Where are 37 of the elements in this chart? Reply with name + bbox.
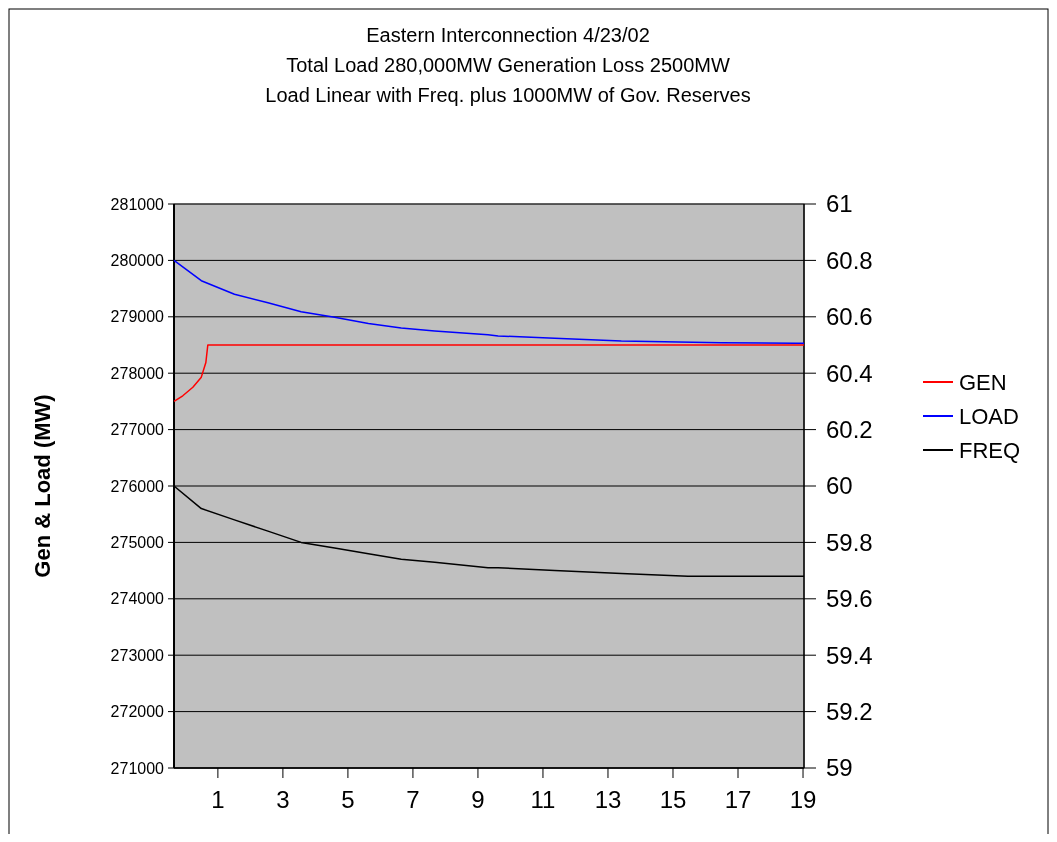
chart-title: Eastern Interconnection 4/23/02 Total Load 280,000MW Generation Loss 2500MW Load Linear with Freq. plus 1000MW of Gov. Reserves [265,24,751,106]
y-tick-label: 276000 [110,477,165,495]
y2-tick-label: 59.6 [826,585,873,613]
x-tick-label: 9 [471,786,485,813]
legend-label: LOAD [959,403,1019,429]
y-axis-title: Gen & Load (MW) [30,394,55,578]
x-tick-label: 19 [789,786,817,813]
y2-tick-label: 61 [826,190,853,218]
y-tick-label: 271000 [110,759,165,777]
y-tick-label: 279000 [110,308,165,326]
y2-tick-label: 59.2 [826,698,873,725]
y2-tick-label: 60.4 [826,359,873,387]
y-tick-label: 280000 [110,252,165,269]
x-tick-label: 11 [530,786,556,813]
x-tick-label: 1 [211,786,225,813]
x-tick-label: 17 [724,786,752,813]
y2-tick-label: 59.8 [826,528,873,556]
y2-tick-label: 60.6 [826,303,873,331]
y2-tick-label: 59 [826,754,853,782]
y2-tick-label: 59.4 [826,641,873,669]
y-tick-label: 274000 [110,590,165,608]
x-tick-label: 13 [594,786,622,813]
y2-tick-label: 60.2 [826,416,873,443]
y-tick-label: 275000 [110,534,165,551]
legend-label: FREQ [959,437,1021,463]
y2-tick-label: 60.8 [826,246,873,274]
y-tick-label: 278000 [110,364,165,382]
x-tick-label: 7 [406,786,420,813]
y-tick-label: 281000 [110,195,165,213]
x-tick-label: 5 [341,786,355,813]
x-tick-label: 3 [276,786,290,813]
legend-label: GEN [959,369,1007,395]
y-tick-label: 272000 [110,703,165,721]
x-tick-label: 15 [659,786,687,813]
y-tick-label: 273000 [110,646,165,664]
y2-tick-label: 60 [826,472,853,500]
y-tick-label: 277000 [110,421,165,439]
